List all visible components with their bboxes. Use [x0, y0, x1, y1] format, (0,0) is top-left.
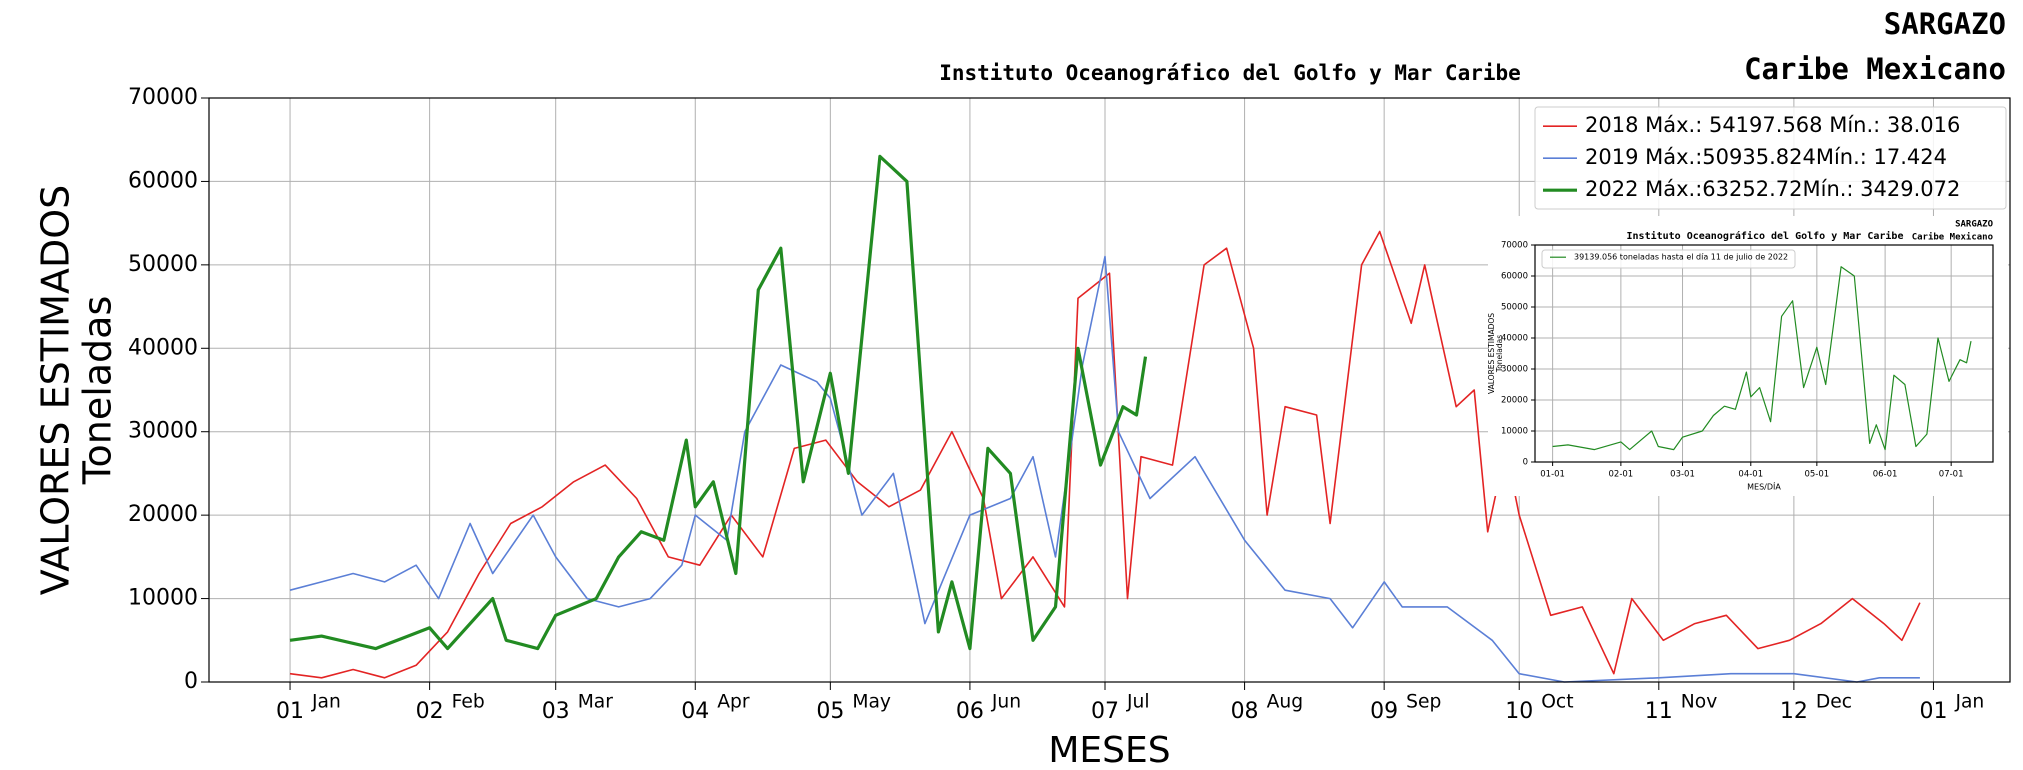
x-tick-label: 02 — [416, 699, 444, 724]
y-axis-label: VALORES ESTIMADOS — [1487, 313, 1496, 394]
legend-box — [1534, 106, 2007, 210]
x-tick-month: Sep — [1406, 692, 1441, 713]
legend-box — [1541, 249, 1796, 269]
y-tick-label: 40000 — [1501, 334, 1528, 344]
x-tick-month: Oct — [1541, 692, 1573, 713]
x-tick-month: Apr — [717, 692, 750, 713]
x-tick-month: Dec — [1816, 692, 1852, 713]
legend-label: 39139.056 toneladas hasta el día 11 de j… — [1574, 253, 1788, 262]
plot-frame — [1534, 244, 1994, 463]
x-tick-label: 02-01 — [1609, 470, 1634, 480]
chart-title: Instituto Oceanográfico del Golfo y Mar … — [1627, 230, 1904, 242]
x-tick-month: Nov — [1681, 692, 1717, 713]
x-tick-label: 05 — [816, 699, 844, 724]
x-tick-label: 06 — [956, 699, 984, 724]
y-tick-label: 50000 — [128, 252, 198, 277]
y-tick-label: 30000 — [1501, 365, 1528, 375]
legend-label: 2022 Máx.:63252.72Mín.: 3429.072 — [1585, 177, 1960, 201]
x-tick-label: 07 — [1091, 699, 1119, 724]
x-tick-label: 05-01 — [1804, 470, 1829, 480]
y-tick-label: 50000 — [1501, 303, 1528, 313]
x-tick-month: May — [852, 692, 891, 713]
x-tick-month: Jul — [1126, 692, 1150, 713]
y-tick-label: 70000 — [128, 85, 198, 110]
y-tick-label: 60000 — [1501, 272, 1528, 282]
x-tick-label: 01 — [276, 699, 304, 724]
legend-label: 2018 Máx.: 54197.568 Mín.: 38.016 — [1585, 113, 1960, 137]
x-tick-label: 09 — [1370, 699, 1398, 724]
x-tick-label: 01-01 — [1540, 470, 1565, 480]
x-tick-label: 01 — [1919, 699, 1947, 724]
y-tick-label: 10000 — [1501, 427, 1528, 437]
x-tick-label: 12 — [1780, 699, 1808, 724]
y-axis-label: Toneladas — [76, 296, 120, 486]
x-tick-month: Jan — [311, 692, 341, 713]
y-tick-label: 0 — [1523, 458, 1528, 468]
corner-title: SARGAZO — [1884, 7, 2006, 41]
x-tick-month: Jan — [1954, 692, 1984, 713]
inset-chart: 0 10000 20000 30000 40000 50000 60000 70000 01-0… — [1487, 216, 2008, 496]
x-tick-month: Aug — [1267, 692, 1304, 713]
y-axis-label: Toneladas — [1495, 335, 1504, 373]
y-tick-label: 20000 — [128, 502, 198, 527]
series-line — [289, 230, 1921, 679]
corner-title: SARGAZO — [1955, 220, 1994, 230]
y-tick-label: 70000 — [1501, 241, 1528, 251]
chart-title: Instituto Oceanográfico del Golfo y Mar … — [939, 61, 1521, 85]
x-tick-label: 10 — [1505, 699, 1533, 724]
series-line — [289, 255, 1920, 683]
x-tick-label: 06-01 — [1873, 470, 1898, 480]
y-tick-label: 10000 — [128, 586, 198, 611]
x-tick-label: 03-01 — [1670, 470, 1695, 480]
x-tick-label: 11 — [1645, 699, 1673, 724]
corner-title: Caribe Mexicano — [1912, 232, 1993, 243]
x-tick-label: 07-01 — [1939, 470, 1964, 480]
y-tick-label: 60000 — [128, 168, 198, 193]
x-tick-label: 03 — [542, 699, 570, 724]
x-tick-month: Mar — [578, 692, 614, 713]
x-axis-label: MESES — [1048, 730, 1170, 770]
series-line — [1552, 266, 1972, 451]
y-axis-label: VALORES ESTIMADOS — [34, 185, 78, 596]
legend-label: 2019 Máx.:50935.824Mín.: 17.424 — [1585, 145, 1947, 169]
x-tick-month: Feb — [452, 692, 485, 713]
x-tick-label: 04-01 — [1738, 470, 1763, 480]
y-tick-label: 20000 — [1501, 396, 1528, 406]
plot-frame — [208, 97, 2011, 683]
x-tick-month: Jun — [991, 692, 1021, 713]
corner-title: Caribe Mexicano — [1744, 52, 2006, 86]
x-tick-label: 04 — [681, 699, 709, 724]
series-line — [289, 154, 1148, 651]
y-tick-label: 30000 — [128, 419, 198, 444]
y-tick-label: 0 — [184, 669, 198, 694]
y-tick-label: 40000 — [128, 335, 198, 360]
x-tick-label: 08 — [1231, 699, 1259, 724]
x-axis-label: MES/DÍA — [1747, 481, 1781, 492]
